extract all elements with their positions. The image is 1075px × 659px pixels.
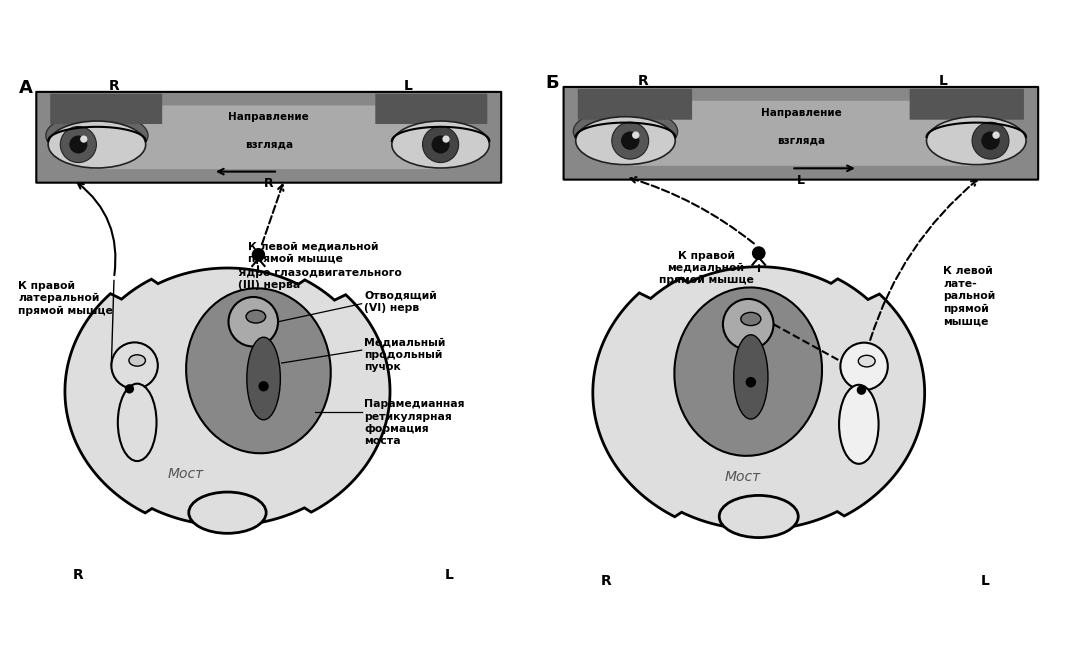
Circle shape xyxy=(746,377,756,387)
Text: Медиальный
продольный
пучок: Медиальный продольный пучок xyxy=(364,337,445,372)
Circle shape xyxy=(612,122,648,159)
Ellipse shape xyxy=(118,384,157,461)
Ellipse shape xyxy=(927,117,1026,165)
FancyBboxPatch shape xyxy=(909,89,1024,120)
Ellipse shape xyxy=(247,337,281,420)
Text: Мост: Мост xyxy=(168,467,204,481)
Circle shape xyxy=(258,381,269,391)
Circle shape xyxy=(632,131,640,139)
Ellipse shape xyxy=(741,312,761,326)
Circle shape xyxy=(981,131,1000,150)
Circle shape xyxy=(621,131,640,150)
Circle shape xyxy=(229,297,278,347)
Ellipse shape xyxy=(48,121,146,168)
Text: R: R xyxy=(264,177,273,190)
Ellipse shape xyxy=(576,117,675,165)
Text: Направление: Направление xyxy=(760,108,842,118)
Ellipse shape xyxy=(391,121,489,168)
Ellipse shape xyxy=(189,492,267,533)
Circle shape xyxy=(422,127,459,163)
Text: А: А xyxy=(18,79,32,98)
Circle shape xyxy=(841,343,888,390)
Text: L: L xyxy=(980,573,990,588)
Circle shape xyxy=(112,343,158,389)
Ellipse shape xyxy=(46,113,148,158)
Text: К левой
лате-
ральной
прямой
мышце: К левой лате- ральной прямой мышце xyxy=(943,266,995,326)
Text: К правой
медиальной
прямой мышце: К правой медиальной прямой мышце xyxy=(659,250,754,285)
Polygon shape xyxy=(64,268,390,526)
Circle shape xyxy=(992,131,1000,139)
Ellipse shape xyxy=(674,287,822,456)
Text: L: L xyxy=(797,174,805,187)
Text: L: L xyxy=(445,568,454,583)
Text: R: R xyxy=(601,573,612,588)
Circle shape xyxy=(443,136,449,143)
Text: L: L xyxy=(938,74,947,88)
FancyBboxPatch shape xyxy=(563,87,1038,180)
FancyBboxPatch shape xyxy=(375,94,487,124)
Circle shape xyxy=(751,246,765,260)
Circle shape xyxy=(125,384,134,393)
Circle shape xyxy=(60,127,97,163)
Ellipse shape xyxy=(573,108,677,154)
FancyBboxPatch shape xyxy=(51,94,162,124)
FancyBboxPatch shape xyxy=(37,92,501,183)
Ellipse shape xyxy=(246,310,266,323)
Circle shape xyxy=(81,136,87,143)
Ellipse shape xyxy=(734,335,768,419)
Text: Парамедианная
ретикулярная
формация
моста: Парамедианная ретикулярная формация мост… xyxy=(364,399,464,446)
Text: взгляда: взгляда xyxy=(777,136,825,146)
Circle shape xyxy=(722,299,774,349)
Ellipse shape xyxy=(186,288,331,453)
Text: взгляда: взгляда xyxy=(245,140,292,150)
Text: К левой медиальной
прямой мышце: К левой медиальной прямой мышце xyxy=(248,242,378,264)
Ellipse shape xyxy=(858,355,875,367)
Text: Отводящий
(VI) нерв: Отводящий (VI) нерв xyxy=(364,291,436,313)
Text: Ядро глазодвигательного
(III) нерва: Ядро глазодвигательного (III) нерва xyxy=(238,268,402,290)
Text: L: L xyxy=(403,79,413,93)
Text: R: R xyxy=(637,74,648,88)
Circle shape xyxy=(69,136,87,154)
Ellipse shape xyxy=(129,355,145,366)
Ellipse shape xyxy=(719,496,799,538)
Text: R: R xyxy=(72,568,83,583)
Ellipse shape xyxy=(840,385,878,464)
Text: К правой
латеральной
прямой мышце: К правой латеральной прямой мышце xyxy=(18,281,113,316)
Text: Направление: Направление xyxy=(228,113,310,123)
FancyBboxPatch shape xyxy=(577,89,692,120)
Text: R: R xyxy=(109,79,119,93)
Circle shape xyxy=(431,136,449,154)
FancyBboxPatch shape xyxy=(620,101,981,166)
Text: Б: Б xyxy=(545,74,559,92)
Circle shape xyxy=(252,248,266,262)
Circle shape xyxy=(857,386,866,395)
Polygon shape xyxy=(592,267,924,530)
Circle shape xyxy=(972,122,1009,159)
Text: Мост: Мост xyxy=(725,470,761,484)
FancyBboxPatch shape xyxy=(92,105,445,169)
